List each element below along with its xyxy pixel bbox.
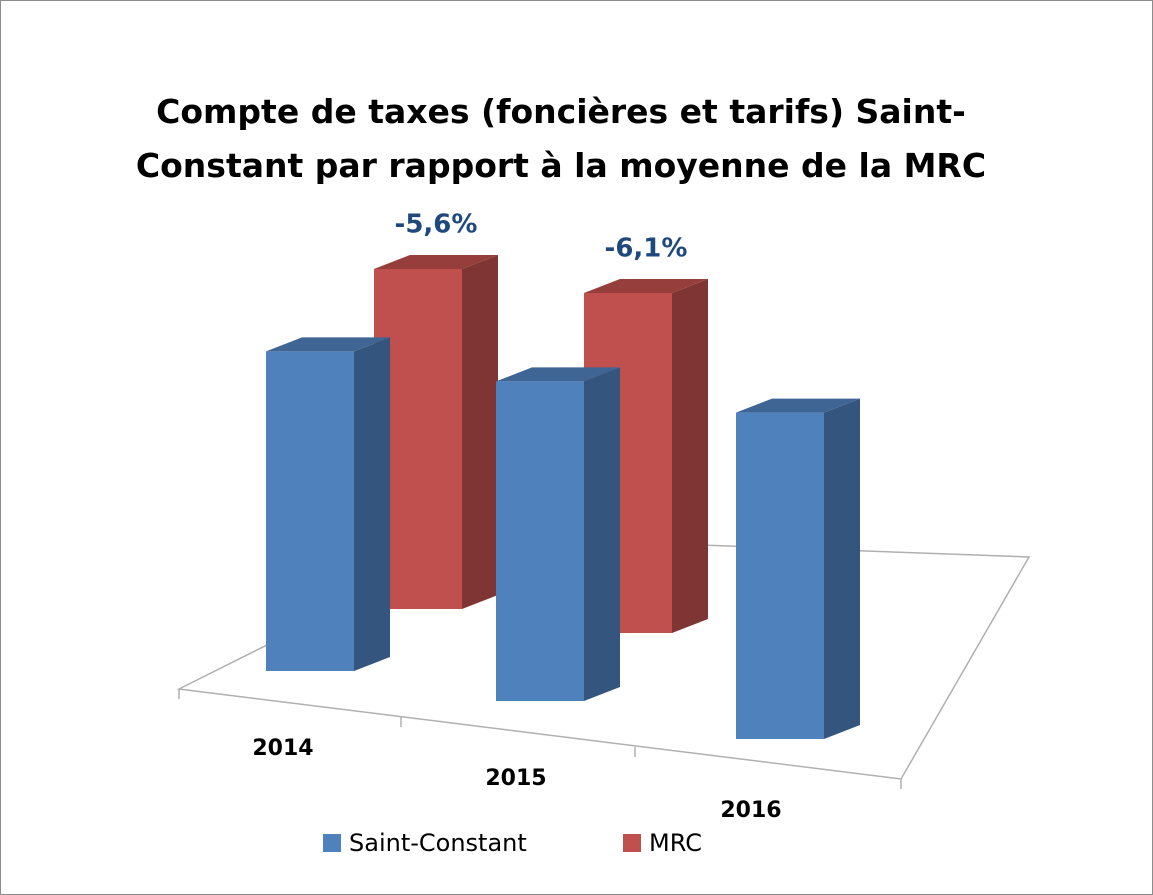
bar <box>266 351 354 671</box>
legend-swatch <box>323 834 341 852</box>
bar <box>496 381 584 701</box>
bar-top <box>496 367 620 382</box>
bar-top <box>736 398 860 413</box>
legend-label: Saint-Constant <box>349 829 527 857</box>
legend-label: MRC <box>649 829 702 857</box>
x-tick-label: 2016 <box>720 798 781 823</box>
legend-swatch <box>623 834 641 852</box>
bar <box>736 412 824 739</box>
bar-side <box>672 279 708 633</box>
bar-top <box>584 279 708 293</box>
bar-side <box>584 367 620 701</box>
data-label: -5,6% <box>395 210 478 240</box>
bar-side <box>824 398 860 739</box>
x-tick-label: 2014 <box>252 736 313 761</box>
bar-side <box>354 337 390 671</box>
bar-side <box>462 255 498 609</box>
bar-top <box>374 255 498 269</box>
chart-title: Compte de taxes (foncières et tarifs) Sa… <box>135 92 987 185</box>
data-label: -6,1% <box>605 234 688 264</box>
bar-top <box>266 337 390 352</box>
x-tick-label: 2015 <box>485 766 546 791</box>
